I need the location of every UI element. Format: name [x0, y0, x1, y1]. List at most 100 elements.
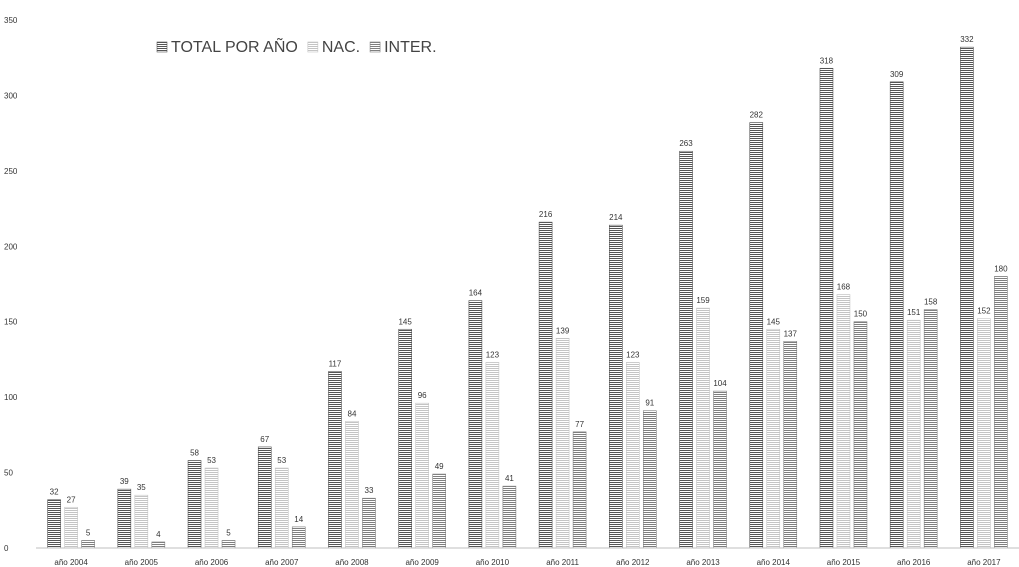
data-label: 5 [86, 528, 91, 537]
data-label: 150 [854, 310, 868, 319]
data-label: 35 [137, 483, 146, 492]
bar [398, 328, 412, 549]
y-tick-label: 300 [4, 91, 18, 100]
data-label: 216 [539, 210, 553, 219]
data-label: 168 [837, 283, 851, 292]
data-label: 53 [207, 456, 216, 465]
bar-group: 58 53 5 [187, 449, 236, 549]
data-label: 96 [418, 391, 427, 400]
bar [853, 321, 868, 549]
data-label: 123 [486, 350, 500, 359]
bar-group: 318 168 150 [819, 56, 868, 549]
bar [572, 431, 587, 549]
legend-item: INTER. [369, 39, 437, 56]
data-label: 32 [50, 488, 59, 497]
bar [906, 319, 921, 549]
bar [836, 294, 851, 549]
bar [502, 485, 517, 549]
bar-group: 39 35 4 [117, 477, 166, 549]
bar [889, 81, 904, 549]
bar-group: 145 96 49 [398, 317, 446, 549]
data-label: 145 [398, 317, 412, 326]
bar [64, 506, 78, 549]
data-label: 67 [260, 435, 269, 444]
x-tick-label: año 2013 [686, 558, 720, 567]
y-tick-label: 0 [4, 544, 9, 553]
data-label: 158 [924, 298, 938, 307]
bar-group: 216 139 77 [538, 210, 587, 549]
x-tick-label: año 2016 [897, 558, 931, 567]
bar-group: 164 123 41 [468, 289, 517, 549]
data-label: 332 [960, 35, 974, 44]
bar [47, 499, 61, 549]
x-tick-label: año 2010 [476, 558, 510, 567]
x-tick-label: año 2011 [546, 558, 579, 567]
data-label: 180 [994, 264, 1008, 273]
x-tick-label: año 2008 [335, 558, 369, 567]
data-label: 117 [329, 359, 342, 368]
data-label: 53 [277, 456, 286, 465]
bar [713, 390, 727, 549]
bar-group: 214 123 91 [609, 213, 657, 549]
x-tick-label: año 2014 [757, 558, 791, 567]
bar [415, 402, 429, 549]
bar [679, 150, 693, 549]
data-label: 214 [609, 213, 623, 222]
bar-group: 67 53 14 [257, 435, 306, 549]
data-label: 27 [67, 495, 76, 504]
data-label: 77 [575, 420, 584, 429]
data-label: 152 [977, 307, 991, 316]
y-tick-label: 250 [4, 167, 18, 176]
bar [81, 540, 95, 549]
data-label: 33 [365, 486, 374, 495]
bar [766, 328, 781, 549]
x-tick-label: año 2009 [405, 558, 439, 567]
bar [994, 276, 1008, 549]
data-label: 41 [505, 474, 514, 483]
bar [134, 494, 149, 549]
bars: 32 27 5 39 35 4 58 53 5 67 53 14 117 84 33 145 96 49 164 12… [47, 35, 1008, 549]
data-label: 145 [767, 317, 781, 326]
legend: TOTAL POR AÑO NAC. INTER. [156, 36, 437, 56]
x-axis: año 2004 año 2005 año 2006 año 2007 año 2008… [54, 558, 1001, 567]
legend-item: TOTAL POR AÑO [156, 36, 298, 56]
bar [960, 46, 974, 549]
y-tick-label: 150 [4, 318, 18, 327]
y-tick-label: 350 [4, 16, 18, 25]
bar [783, 341, 798, 549]
legend-label: NAC. [322, 39, 360, 56]
data-label: 309 [890, 70, 904, 79]
bar [291, 526, 306, 549]
bar [362, 497, 376, 549]
data-label: 58 [190, 449, 199, 458]
legend-item: NAC. [307, 39, 360, 56]
data-label: 4 [156, 530, 161, 539]
bar [328, 371, 342, 549]
legend-swatch [156, 41, 168, 53]
bar [345, 420, 359, 549]
bar [609, 224, 623, 549]
bar [221, 540, 236, 549]
bar [117, 488, 132, 549]
x-tick-label: año 2006 [195, 558, 229, 567]
y-tick-label: 100 [4, 393, 18, 402]
bar [257, 446, 272, 549]
data-label: 151 [907, 308, 921, 317]
data-label: 159 [696, 296, 710, 305]
x-tick-label: año 2017 [967, 558, 1001, 567]
bar [923, 309, 938, 549]
bar [819, 67, 834, 549]
legend-swatch [307, 41, 319, 53]
data-label: 123 [626, 350, 640, 359]
legend-label: TOTAL POR AÑO [171, 36, 298, 56]
bar [538, 221, 553, 549]
bar [204, 467, 219, 549]
bar [151, 541, 166, 549]
data-label: 282 [750, 111, 764, 120]
bar [643, 410, 657, 549]
legend-label: INTER. [384, 39, 436, 56]
